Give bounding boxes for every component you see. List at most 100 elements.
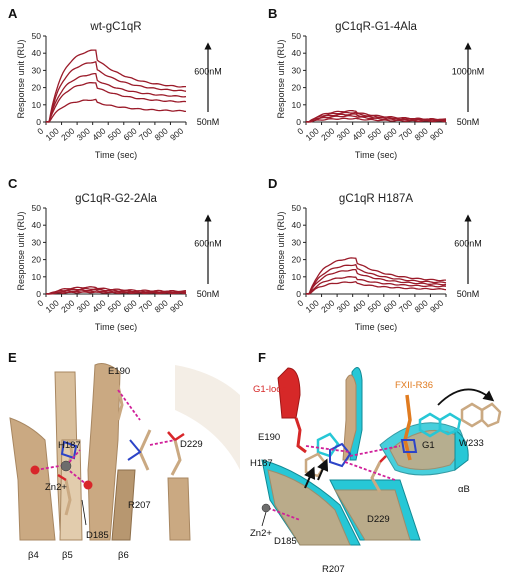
x-tick-label: 800 (152, 298, 170, 315)
label-d185-f: D185 (274, 536, 297, 547)
y-tick-label: 30 (32, 65, 42, 75)
x-tick-label: 800 (152, 126, 170, 143)
label-g1-loop: G1-loop (253, 384, 287, 395)
x-tick-label: 400 (90, 126, 108, 143)
label-zn: Zn2+ (45, 482, 67, 493)
series-line (305, 117, 447, 123)
concentration-high: 600nM (194, 67, 222, 77)
x-tick-label: 300 (75, 298, 93, 315)
y-tick-label: 40 (32, 48, 42, 58)
x-tick-label: 700 (137, 126, 155, 143)
x-axis-label: Time (sec) (355, 150, 397, 160)
y-tick-label: 0 (296, 117, 301, 127)
y-tick-label: 10 (292, 100, 302, 110)
label-beta4: β4 (28, 550, 39, 561)
label-d229-f: D229 (367, 514, 390, 525)
label-r207: R207 (128, 500, 151, 511)
x-axis-label: Time (sec) (355, 322, 397, 332)
x-tick-label: 400 (90, 298, 108, 315)
y-tick-label: 40 (32, 220, 42, 230)
y-axis-label: Response unit (RU) (16, 39, 26, 118)
x-tick-label: 600 (121, 298, 139, 315)
x-tick-label: 900 (428, 298, 446, 315)
y-tick-label: 10 (32, 272, 42, 282)
y-tick-label: 10 (292, 272, 302, 282)
series-line (306, 268, 447, 295)
x-tick-label: 600 (121, 126, 139, 143)
x-tick-label: 500 (106, 298, 124, 315)
chart-title: gC1qR-G2-2Ala (75, 193, 157, 205)
concentration-low: 50nM (457, 117, 480, 127)
y-tick-label: 30 (32, 237, 42, 247)
y-tick-label: 30 (292, 65, 302, 75)
spr-charts: Awt-gC1qR0102030405001002003004005006007… (8, 6, 484, 332)
label-beta5: β5 (62, 550, 73, 561)
y-axis-label: Response unit (RU) (276, 39, 286, 118)
y-tick-label: 20 (292, 83, 302, 93)
series-line (45, 286, 187, 295)
x-axis-label: Time (sec) (95, 322, 137, 332)
chart-title: wt-gC1qR (89, 21, 141, 33)
y-tick-label: 50 (292, 31, 302, 41)
x-axis-label: Time (sec) (95, 150, 137, 160)
structure-panel-e: E E190 H187 Zn2+ D229 R20 (8, 350, 240, 561)
label-zn-f: Zn2+ (250, 528, 272, 539)
y-tick-label: 10 (32, 100, 42, 110)
x-tick-label: 0 (295, 298, 305, 309)
x-tick-label: 700 (397, 126, 415, 143)
panel-label-f: F (258, 350, 266, 365)
y-tick-label: 0 (36, 289, 41, 299)
x-tick-label: 200 (319, 126, 337, 143)
zinc-atom-icon (261, 503, 271, 513)
panel-label: B (268, 6, 277, 21)
series-line (305, 276, 447, 295)
series-line (45, 98, 187, 123)
label-h187: H187 (58, 440, 81, 451)
label-alpha-b: αB (458, 484, 470, 495)
label-e190: E190 (108, 366, 130, 377)
y-tick-label: 50 (292, 203, 302, 213)
x-tick-label: 100 (304, 298, 322, 315)
y-tick-label: 20 (32, 83, 42, 93)
x-tick-label: 900 (168, 298, 186, 315)
label-beta6: β6 (118, 550, 129, 561)
series-line (45, 82, 187, 123)
series-line (45, 291, 187, 295)
panel-label: C (8, 176, 18, 191)
chart-panel-c: CgC1qR-G2-2Ala01020304050010020030040050… (8, 176, 222, 332)
x-tick-label: 600 (381, 298, 399, 315)
structure-panel-f: F (250, 350, 502, 575)
x-tick-label: 900 (168, 126, 186, 143)
x-tick-label: 800 (412, 126, 430, 143)
x-tick-label: 100 (44, 298, 62, 315)
x-tick-label: 300 (335, 126, 353, 143)
y-tick-label: 20 (292, 255, 302, 265)
y-tick-label: 30 (292, 237, 302, 247)
chart-title: gC1qR-G1-4Ala (335, 21, 417, 33)
y-tick-label: 50 (32, 203, 42, 213)
label-d229: D229 (180, 439, 203, 450)
y-tick-label: 0 (296, 289, 301, 299)
panel-label: A (8, 6, 18, 21)
concentration-low: 50nM (457, 289, 480, 299)
y-tick-label: 40 (292, 220, 302, 230)
y-tick-label: 50 (32, 31, 42, 41)
x-tick-label: 500 (106, 126, 124, 143)
x-tick-label: 500 (366, 126, 384, 143)
x-tick-label: 700 (397, 298, 415, 315)
label-d185: D185 (86, 530, 109, 541)
x-tick-label: 400 (350, 126, 368, 143)
label-e190-f: E190 (258, 432, 280, 443)
y-axis-label: Response unit (RU) (16, 211, 26, 290)
concentration-high: 600nM (194, 239, 222, 249)
series-line (305, 280, 447, 295)
chart-panel-a: Awt-gC1qR0102030405001002003004005006007… (8, 6, 222, 160)
series-line (45, 60, 187, 123)
x-tick-label: 300 (75, 126, 93, 143)
x-tick-label: 200 (59, 126, 77, 143)
x-tick-label: 400 (350, 298, 368, 315)
concentration-low: 50nM (197, 117, 220, 127)
x-tick-label: 700 (137, 298, 155, 315)
x-tick-label: 100 (304, 126, 322, 143)
